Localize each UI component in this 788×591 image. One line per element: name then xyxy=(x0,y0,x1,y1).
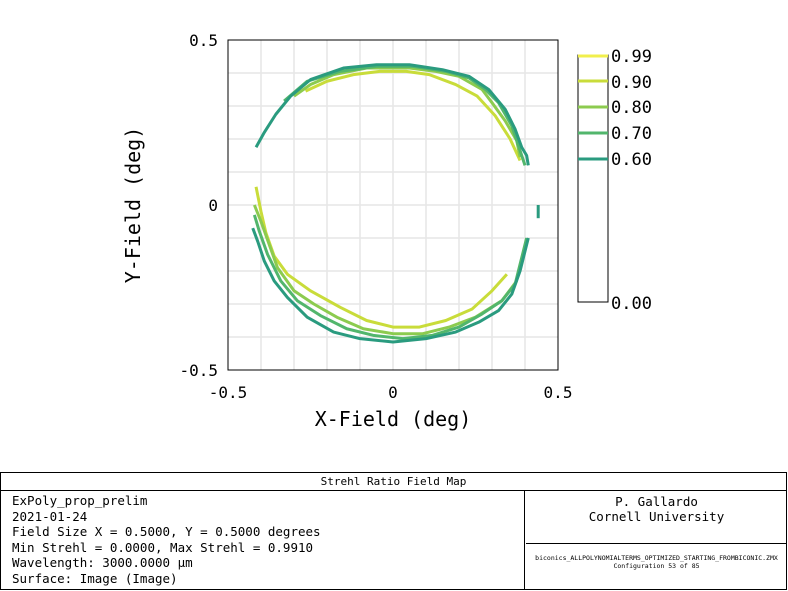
info-footer: Strehl Ratio Field Map ExPoly_prop_preli… xyxy=(0,472,787,590)
contour-060 xyxy=(251,227,530,344)
footer-line: Field Size X = 0.5000, Y = 0.5000 degree… xyxy=(12,524,321,540)
contour-090 xyxy=(304,69,522,162)
legend-label-080: 0.80 xyxy=(611,98,652,118)
footer-line: ExPoly_prop_prelim xyxy=(12,493,148,508)
footer-line: Wavelength: 3000.0000 µm xyxy=(12,555,193,571)
contour-layer xyxy=(251,63,540,344)
y-tick-mid: 0 xyxy=(208,196,218,215)
y-axis-title: Y-Field (deg) xyxy=(121,127,145,284)
institution: Cornell University xyxy=(588,509,725,524)
contour-080 xyxy=(293,66,522,158)
configuration: Configuration 53 of 85 xyxy=(613,562,700,570)
legend-label-090: 0.90 xyxy=(611,73,652,93)
legend-label-000: 0.00 xyxy=(611,294,652,314)
footer-line: Min Strehl = 0.0000, Max Strehl = 0.9910 xyxy=(12,539,314,555)
y-tick-bottom: -0.5 xyxy=(179,361,218,380)
x-axis-title: X-Field (deg) xyxy=(315,407,472,431)
footer-details: ExPoly_prop_prelim 2021-01-24 Field Size… xyxy=(1,491,525,590)
author-name: P. Gallardo xyxy=(615,494,698,509)
strehl-chart: 0.5 0 -0.5 -0.5 0 0.5 X-Field (deg) Y-Fi… xyxy=(121,31,652,431)
file-name: biconics_ALLPOLYNOMIALTERMS_OPTIMIZED_ST… xyxy=(535,554,778,562)
legend-label-060: 0.60 xyxy=(611,150,652,170)
contour-060 xyxy=(254,63,530,166)
legend-label-099: 0.99 xyxy=(611,47,652,67)
y-tick-top: 0.5 xyxy=(189,31,218,50)
legend: 0.99 0.90 0.80 0.70 0.60 0.00 xyxy=(577,47,652,314)
contour-070 xyxy=(252,214,529,341)
footer-title: Strehl Ratio Field Map xyxy=(1,473,786,491)
grid xyxy=(228,40,558,370)
plot-frame xyxy=(227,39,559,371)
x-tick-left: -0.5 xyxy=(209,383,248,402)
footer-file-block: biconics_ALLPOLYNOMIALTERMS_OPTIMIZED_ST… xyxy=(526,543,787,590)
footer-line: Surface: Image (Image) xyxy=(12,570,178,586)
footer-author-block: P. Gallardo Cornell University xyxy=(526,491,787,526)
x-tick-right: 0.5 xyxy=(544,383,573,402)
x-tick-mid: 0 xyxy=(388,383,398,402)
legend-box xyxy=(577,54,609,303)
footer-line: 2021-01-24 xyxy=(12,508,88,524)
legend-label-070: 0.70 xyxy=(611,124,652,144)
